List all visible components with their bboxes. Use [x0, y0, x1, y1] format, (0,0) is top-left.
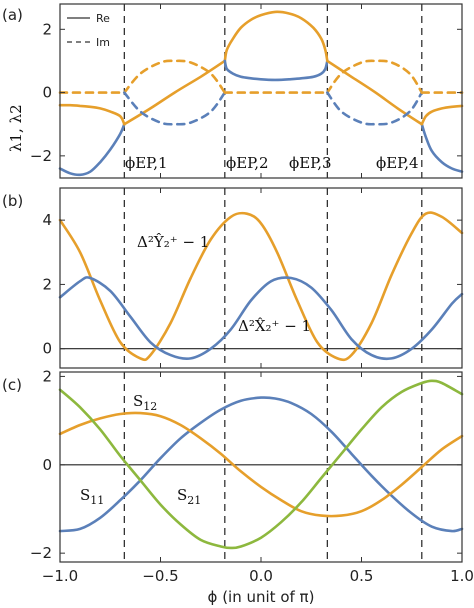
- panel-c-ytick-label-2: 2: [42, 367, 52, 385]
- panel-b-yticks: 0 2 4: [42, 188, 463, 368]
- panel-b-annotation-x: Δ²X̂₂⁺ − 1: [238, 317, 311, 335]
- panel-c: (c) −202 −1.0 −0.5 0.0 0.5 1.0 S12 S11 S21 ϕ…: [2, 367, 474, 606]
- panel-a-series-5: [123, 91, 227, 126]
- panel-a-series-2: [58, 103, 126, 126]
- panel-c-xtick-label--0.5: −0.5: [142, 567, 178, 585]
- panel-a-ytick-label--2: −2: [30, 147, 52, 165]
- panel-b-label: (b): [2, 192, 23, 210]
- panel-c-series: [58, 379, 464, 550]
- ep3-label: ϕEP,3: [289, 154, 332, 172]
- s21-s: S: [177, 486, 187, 504]
- ep4-label: ϕEP,4: [376, 154, 419, 172]
- panel-a-ylabel-text: λ1, λ2: [7, 104, 25, 152]
- panel-c-label: (c): [2, 376, 22, 394]
- panel-a-series-4: [123, 59, 227, 94]
- panel-a-label: (a): [2, 6, 23, 24]
- s12-sub: 12: [143, 400, 157, 413]
- panel-a-series: [58, 10, 464, 177]
- panel-c-yticks: −2 0 2: [30, 367, 462, 562]
- panel-c-xticks: −1.0 −0.5 0.0 0.5 1.0: [42, 372, 474, 585]
- panel-c-series-S11: [58, 396, 464, 533]
- panel-c-xtick-label-0: 0.0: [249, 567, 273, 585]
- ep1-label: ϕEP,1: [125, 154, 168, 172]
- panel-c-annotation-s21: S21: [177, 486, 201, 507]
- panel-c-frame: [59, 371, 463, 563]
- panel-b-ytick-label-0: 0: [42, 340, 52, 358]
- panel-c-xlabel: ϕ (in unit of π): [208, 588, 315, 606]
- s11-s: S: [80, 486, 90, 504]
- panel-c-ytick-label-0: 0: [42, 456, 52, 474]
- panel-b-ytick-label-2: 2: [42, 275, 52, 293]
- panel-a-series-12: [420, 122, 464, 173]
- panel-c-annotation-s11: S11: [80, 486, 104, 507]
- panel-a-vlines: [123, 4, 423, 178]
- panel-c-annotation-s12: S12: [133, 392, 157, 413]
- panel-a-series-10: [326, 59, 424, 94]
- panel-a-series-3: [123, 59, 227, 126]
- panel-b: (b) 0 2 4 Δ²Ŷ₂⁺ − 1 Δ²X̂₂⁺ − 1: [2, 187, 464, 369]
- legend-re-label: Re: [96, 12, 110, 25]
- panel-c-xtick-label-0.5: 0.5: [350, 567, 374, 585]
- panel-a-series-6: [223, 10, 329, 63]
- panel-c-xtick-label-1: 1.0: [450, 567, 474, 585]
- panel-b-ytick-label-4: 4: [42, 211, 52, 229]
- panel-a-series-13: [420, 104, 464, 126]
- panel-c-vlines: [60, 372, 462, 562]
- panel-a-ytick-label-0: 0: [42, 84, 52, 102]
- panel-b-series--X-1: [58, 276, 464, 361]
- s11-sub: 11: [90, 494, 104, 507]
- panel-c-xtick-label--1: −1.0: [42, 567, 78, 585]
- panel-a-series-7: [223, 59, 329, 82]
- panel-a-series-1: [58, 122, 126, 177]
- panel-a-legend: Re Im: [67, 12, 110, 49]
- s21-sub: 21: [187, 494, 201, 507]
- legend-im-label: Im: [96, 36, 110, 49]
- panel-a: (a) λ1, λ2 −202 Re Im ϕEP,1 ϕEP,2 ϕEP,3 …: [2, 3, 464, 179]
- ep2-label: ϕEP,2: [226, 154, 269, 172]
- panel-b-series--1: [58, 211, 464, 362]
- panel-a-yticks: −2 0 2: [30, 4, 463, 178]
- panel-a-series-11: [326, 91, 424, 126]
- panel-c-series-S12: [58, 411, 464, 518]
- panel-a-frame: [59, 3, 463, 179]
- panel-b-series: [58, 211, 464, 362]
- panel-c-series-S21: [58, 379, 464, 550]
- s12-s: S: [133, 392, 143, 410]
- panel-c-ytick-label--2: −2: [30, 544, 52, 562]
- panel-a-ylabel: λ1, λ2: [7, 104, 25, 152]
- panel-a-ytick-label-2: 2: [42, 20, 52, 38]
- panel-b-annotation-y: Δ²Ŷ₂⁺ − 1: [137, 233, 209, 251]
